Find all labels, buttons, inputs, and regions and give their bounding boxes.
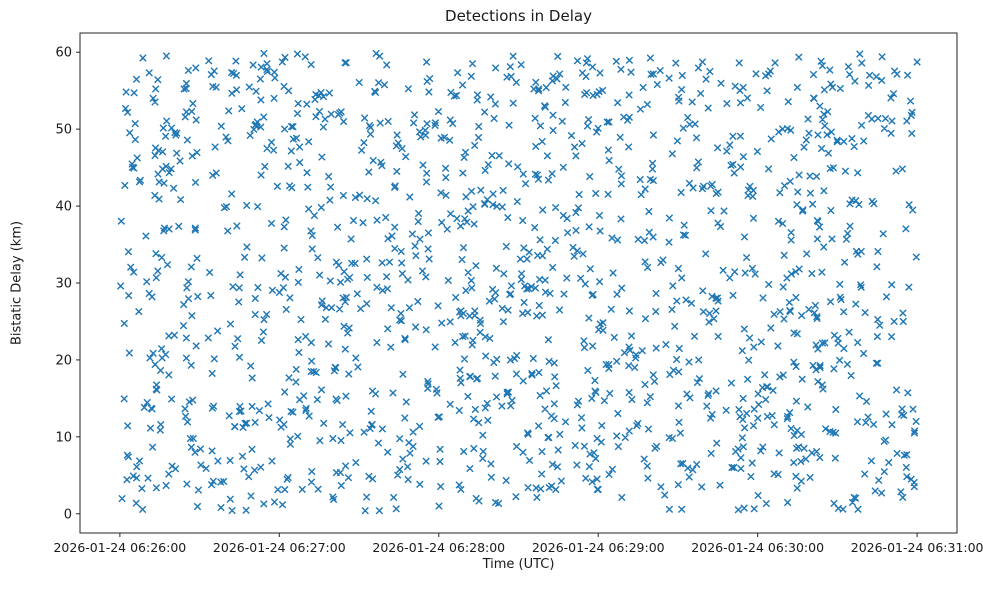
y-tick-label: 20 <box>55 353 72 368</box>
data-points <box>116 49 921 515</box>
x-tick-label: 2026-01-24 06:31:00 <box>851 540 983 555</box>
y-axis-label: Bistatic Delay (km) <box>9 220 25 346</box>
y-tick-label: 0 <box>64 507 72 522</box>
y-tick-label: 60 <box>55 46 72 61</box>
chart-title: Detections in Delay <box>445 7 592 25</box>
x-tick-label: 2026-01-24 06:29:00 <box>532 540 665 555</box>
y-tick-label: 30 <box>55 277 72 292</box>
y-tick-label: 40 <box>55 200 72 215</box>
x-axis-label: Time (UTC) <box>482 557 555 572</box>
x-axis-ticks: 2026-01-24 06:26:00 2026-01-24 06:27:00 20… <box>53 533 983 555</box>
x-tick-label: 2026-01-24 06:28:00 <box>372 540 505 555</box>
y-axis-ticks: 0 10 20 30 40 50 60 <box>55 46 80 522</box>
y-tick-label: 10 <box>55 430 72 445</box>
x-tick-label: 2026-01-24 06:26:00 <box>53 540 186 555</box>
y-tick-label: 50 <box>55 123 72 138</box>
x-tick-label: 2026-01-24 06:30:00 <box>691 540 824 555</box>
x-tick-label: 2026-01-24 06:27:00 <box>213 540 346 555</box>
